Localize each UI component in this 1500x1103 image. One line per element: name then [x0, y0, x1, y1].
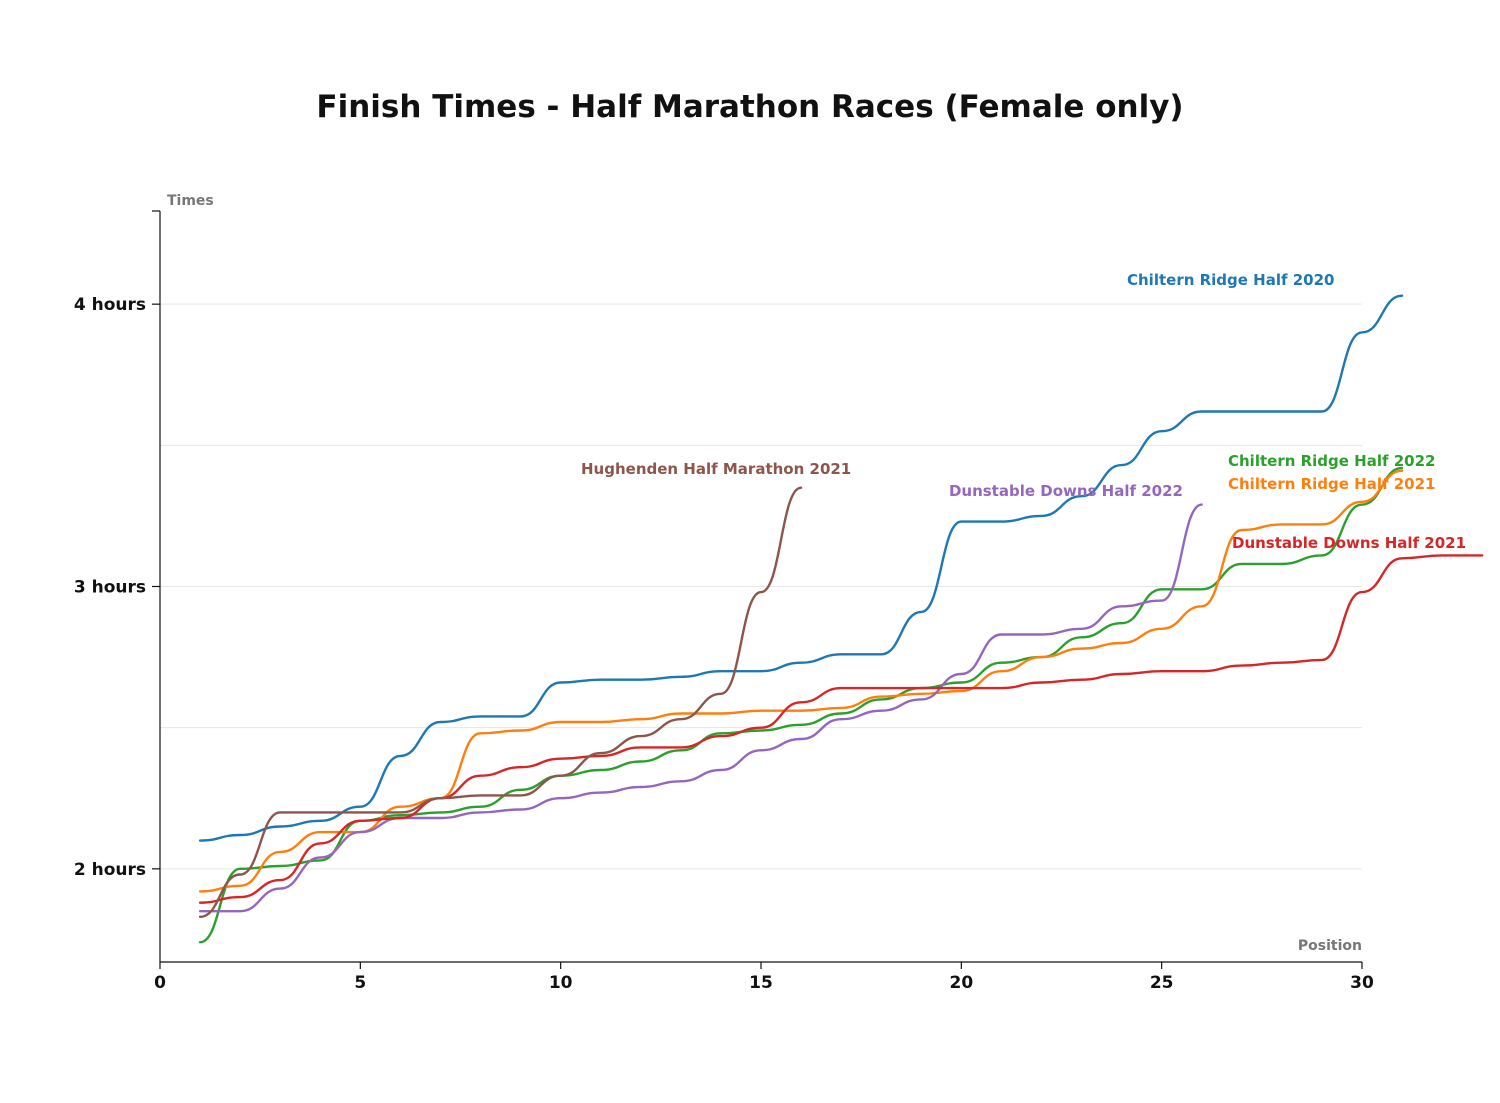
series-labels: Chiltern Ridge Half 2020 Chiltern Ridge H… [581, 271, 1466, 552]
series-line-chiltern-ridge-half-2022 [198, 466, 1404, 944]
series-line-hughenden-half-marathon-2021 [198, 486, 803, 918]
series-line-chiltern-ridge-half-2021 [198, 469, 1404, 893]
x-tick-label-10: 10 [549, 973, 573, 993]
gridlines [160, 303, 1362, 870]
series-label-chiltern-ridge-half-2021: Chiltern Ridge Half 2021 [1228, 475, 1436, 493]
y-tick-label-4: 4 hours [74, 295, 146, 315]
x-tick-label-5: 5 [354, 973, 366, 993]
axes: 0 5 10 15 20 25 30 2 hours 3 hours 4 hours [74, 210, 1374, 993]
series-label-chiltern-ridge-half-2022: Chiltern Ridge Half 2022 [1228, 452, 1436, 470]
series-line-dunstable-downs-half-2022 [198, 503, 1203, 913]
y-tick-label-3: 3 hours [74, 578, 146, 598]
y-tick-label-2: 2 hours [74, 860, 146, 880]
x-tick-label-20: 20 [949, 973, 973, 993]
x-tick-label-30: 30 [1350, 973, 1374, 993]
series-label-hughenden-half-marathon-2021: Hughenden Half Marathon 2021 [581, 460, 851, 478]
series-line-dunstable-downs-half-2021 [198, 554, 1484, 904]
series-lines [198, 294, 1484, 944]
x-tick-label-25: 25 [1150, 973, 1174, 993]
series-label-dunstable-downs-half-2021: Dunstable Downs Half 2021 [1232, 534, 1466, 552]
series-label-chiltern-ridge-half-2020: Chiltern Ridge Half 2020 [1127, 271, 1335, 289]
x-tick-label-15: 15 [749, 973, 773, 993]
y-axis-label: Times [167, 193, 214, 209]
x-tick-label-0: 0 [154, 973, 166, 993]
x-axis-label: Position [1298, 938, 1362, 954]
series-label-dunstable-downs-half-2022: Dunstable Downs Half 2022 [949, 482, 1183, 500]
chart-title: Finish Times - Half Marathon Races (Fema… [316, 89, 1183, 125]
series-line-chiltern-ridge-half-2020 [198, 294, 1404, 842]
